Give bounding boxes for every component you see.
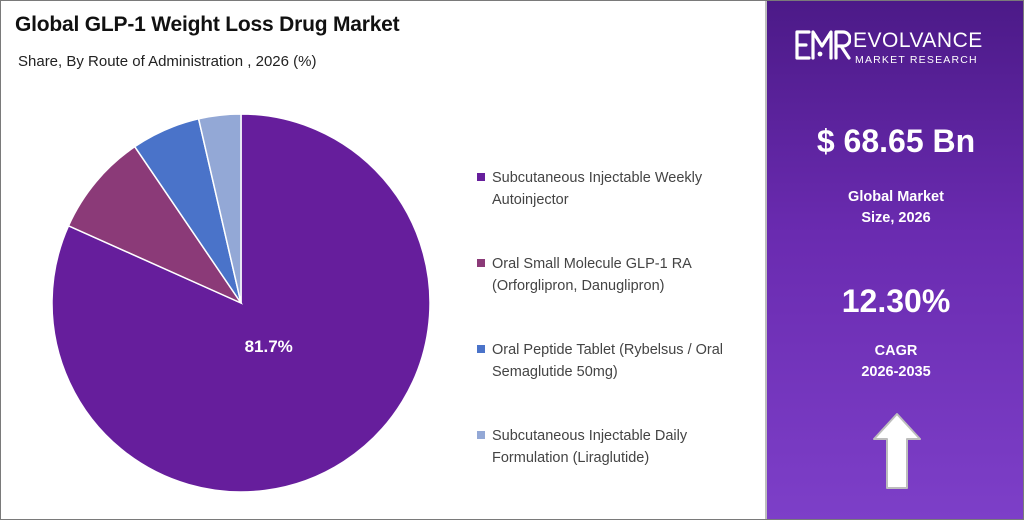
pie-slice-4 <box>197 113 242 304</box>
cagr-value: 12.30% <box>841 283 951 319</box>
legend-label: Subcutaneous Injectable Weekly Autoinjec… <box>492 170 703 208</box>
legend-item: Subcutaneous Injectable Weekly Autoinjec… <box>477 167 757 211</box>
legend-label: Oral Small Molecule GLP-1 RA (Orforglipr… <box>492 256 692 294</box>
cagr-label: CAGR 2026-2035 <box>861 343 931 380</box>
pie-slice-2 <box>67 145 244 305</box>
legend-item: Subcutaneous Injectable Daily Formulatio… <box>477 425 757 469</box>
legend-label: Oral Peptide Tablet (Rybelsus / Oral Sem… <box>492 342 724 380</box>
legend-swatch <box>477 345 485 353</box>
legend-label: Subcutaneous Injectable Daily Formulatio… <box>492 428 688 466</box>
market-size-value: $ 68.65 Bn <box>816 123 976 159</box>
chart-panel: Global GLP-1 Weight Loss Drug Market Sha… <box>1 1 763 519</box>
legend-swatch <box>477 173 485 181</box>
chart-title: Global GLP-1 Weight Loss Drug Market <box>15 13 400 36</box>
chart-legend: Subcutaneous Injectable Weekly Autoinjec… <box>477 167 757 511</box>
legend-item: Oral Small Molecule GLP-1 RA (Orforglipr… <box>477 253 757 297</box>
summary-panel: EVOLVANCE MARKET RESEARCH $ 68.65 Bn Glo… <box>765 1 1023 519</box>
legend-swatch <box>477 259 485 267</box>
brand-logo: EVOLVANCE MARKET RESEARCH <box>793 27 1013 67</box>
emr-logo-icon <box>795 30 851 60</box>
legend-item: Oral Peptide Tablet (Rybelsus / Oral Sem… <box>477 339 757 383</box>
pie-data-label: 81.7% <box>245 337 293 356</box>
up-arrow-icon <box>873 413 921 489</box>
brand-subtitle: MARKET RESEARCH <box>855 54 978 66</box>
brand-name: EVOLVANCE <box>853 29 983 52</box>
legend-swatch <box>477 431 485 439</box>
pie-chart: 81.7% <box>51 113 431 493</box>
market-size-label: Global Market Size, 2026 <box>848 189 944 226</box>
chart-subtitle: Share, By Route of Administration , 2026… <box>18 53 317 70</box>
